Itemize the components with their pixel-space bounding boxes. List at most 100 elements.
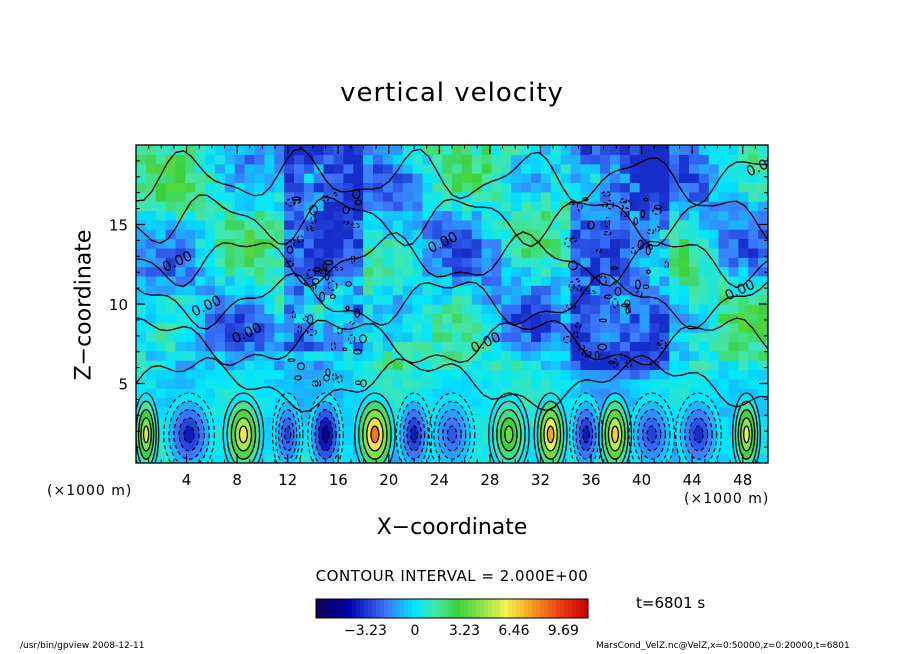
field-cell (748, 201, 759, 212)
field-cell (728, 388, 739, 399)
field-cell (343, 191, 354, 202)
field-cell (264, 350, 275, 361)
field-cell (718, 145, 730, 155)
field-cell (353, 350, 364, 361)
field-cell (244, 257, 256, 268)
field-cell (600, 388, 611, 399)
field-cell (491, 145, 502, 155)
field-cell (294, 191, 305, 202)
field-cell (264, 285, 275, 296)
colorbar-swatch (400, 599, 405, 618)
colorbar-swatch (524, 599, 529, 618)
field-cell (343, 154, 354, 165)
colorbar-swatch (540, 599, 545, 618)
field-cell (294, 201, 305, 212)
cell-contour-10 (575, 409, 597, 460)
field-cell (619, 285, 631, 296)
field-cell (600, 350, 611, 361)
field-cell (540, 219, 552, 230)
field-cell (738, 313, 749, 324)
field-cell (363, 294, 374, 305)
field-cell (215, 285, 226, 296)
field-cell (363, 304, 374, 314)
field-cell (708, 191, 720, 202)
colorbar-swatch (496, 599, 501, 618)
field-cell (392, 388, 404, 399)
turbulence-contour (625, 359, 632, 368)
field-cell (323, 145, 335, 155)
field-cell (343, 453, 354, 463)
convection-cell-4 (322, 426, 330, 443)
cell-contour-14 (737, 408, 756, 460)
field-cell (669, 434, 680, 445)
cell-contour-4 (310, 400, 341, 463)
field-cell (392, 266, 404, 277)
field-cell (501, 191, 512, 202)
field-cell (560, 154, 572, 165)
field-cell (679, 229, 690, 240)
field-cell (205, 154, 216, 165)
field-cell (274, 145, 285, 155)
cell-contour-0 (136, 392, 160, 463)
turbulence-contour (601, 201, 609, 208)
field-cell (610, 247, 621, 258)
field-cell (560, 163, 572, 174)
cell-contour-14 (734, 400, 759, 463)
field-cell (294, 163, 305, 174)
field-cell (175, 378, 186, 389)
turbulence-contour (569, 237, 577, 243)
field-cell (758, 257, 768, 268)
field-cell (224, 247, 236, 258)
turbulence-contour (653, 204, 663, 210)
turbulence-contour (624, 299, 631, 307)
field-cell (422, 294, 433, 305)
field-cell (511, 266, 522, 277)
field-cell (669, 360, 680, 371)
field-cell (432, 163, 443, 174)
field-cell (461, 360, 473, 371)
field-cell (560, 266, 572, 277)
field-cell (402, 163, 414, 174)
field-cell (244, 154, 256, 165)
field-cell (600, 238, 611, 249)
field-cell (659, 154, 670, 165)
field-cell (629, 397, 641, 408)
colorbar-swatch (532, 599, 537, 618)
field-cell (343, 397, 354, 408)
field-cell (471, 313, 483, 324)
field-cell (185, 285, 196, 296)
field-cell (491, 313, 502, 324)
field-cell (392, 285, 404, 296)
field-cell (570, 229, 581, 240)
field-cell (432, 378, 443, 389)
turbulence-contour (352, 188, 361, 200)
field-cell (215, 388, 226, 399)
field-cell (244, 304, 256, 314)
field-cell (392, 182, 404, 193)
turbulence-contour (604, 216, 611, 228)
field-cell (580, 350, 591, 361)
field-cell (738, 369, 749, 380)
field-cell (353, 154, 364, 165)
x-tick-label: 32 (531, 471, 550, 489)
x-tick-label: 44 (683, 471, 702, 489)
colorbar-swatch (484, 599, 489, 618)
field-cell (205, 322, 216, 333)
turbulence-contour (567, 201, 576, 206)
field-cell (600, 247, 611, 258)
field-cell (521, 173, 532, 184)
field-cell (224, 378, 236, 389)
cell-contour-10 (582, 425, 590, 444)
colorbar-swatch (508, 599, 513, 618)
field-cell (550, 322, 562, 333)
field-cell (175, 201, 186, 212)
field-cell (471, 332, 483, 343)
field-cell (323, 201, 335, 212)
field-cell (373, 173, 384, 184)
field-cell (264, 266, 275, 277)
field-cell (758, 341, 768, 352)
field-cell (442, 332, 453, 343)
field-cell (600, 201, 611, 212)
field-cell (580, 360, 591, 371)
field-cell (294, 154, 305, 165)
